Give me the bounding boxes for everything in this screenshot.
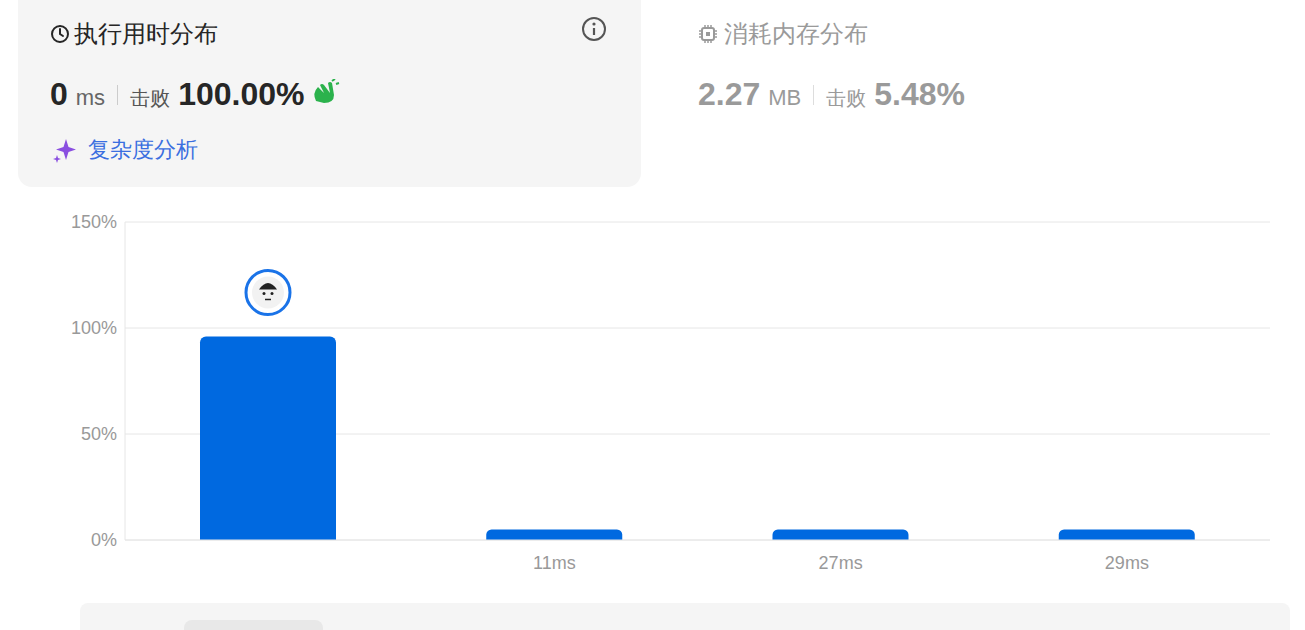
html-text:2.27 MB: 2.27 MB	[698, 76, 802, 112]
html-text:0 ms: 0 ms	[50, 76, 106, 112]
svg-text:0%: 0%	[91, 530, 117, 550]
svg-text:100%: 100%	[71, 318, 117, 338]
svg-text:29ms: 29ms	[1105, 553, 1149, 573]
svg-text:11ms: 11ms	[533, 553, 576, 573]
svg-text:50%: 50%	[81, 424, 117, 444]
html-text:击败 5.48%: 击败 5.48%	[826, 76, 965, 112]
html-text:击败 100.00%: 击败 100.00%	[130, 76, 305, 112]
html-text:消耗内存分布: 消耗内存分布	[724, 20, 868, 47]
svg-text:150%: 150%	[71, 212, 117, 232]
html-text:执行用时分布: 执行用时分布	[74, 20, 218, 47]
svg-text:27ms: 27ms	[819, 553, 863, 573]
html-text:复杂度分析: 复杂度分析	[88, 137, 198, 162]
